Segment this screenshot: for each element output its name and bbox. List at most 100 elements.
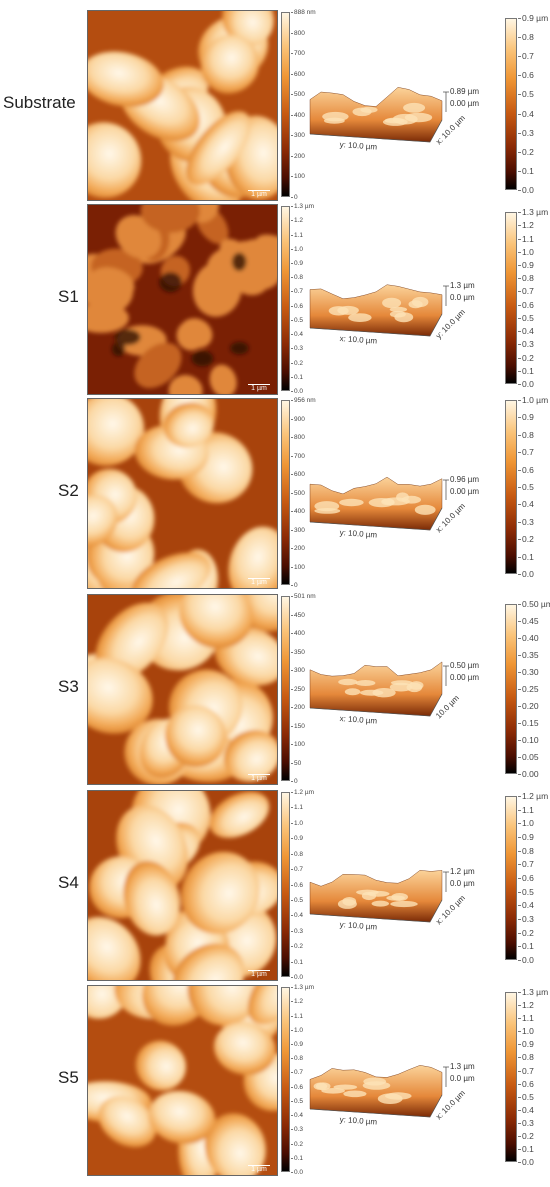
grain — [164, 705, 227, 768]
colorbar-tick-label: 0.1 — [518, 1143, 534, 1154]
colorbar-tick-label: 1.3 µm — [517, 987, 549, 997]
colorbar-tick-label: 0.30 — [518, 667, 539, 677]
surface-bump — [403, 102, 426, 113]
grain — [172, 943, 245, 980]
pit — [159, 272, 182, 293]
grain — [247, 986, 277, 1025]
colorbar-tick-label: 0.05 — [518, 752, 539, 762]
scale-bar: 1 µm — [248, 188, 270, 198]
sample-label: S3 — [58, 677, 79, 696]
surface-bump — [371, 900, 389, 907]
colorbar-tick-label: 100 — [291, 563, 305, 571]
grain — [98, 1096, 157, 1148]
surface-bump — [394, 312, 414, 323]
scale-bar-label: 1 µm — [251, 971, 267, 978]
colorbar-tick-label: 1.0 — [518, 246, 534, 257]
surface-bump — [343, 1090, 367, 1098]
colorbar-tick-label: 501 nm — [291, 593, 316, 600]
colorbar-tick-label: 0.2 — [518, 352, 534, 363]
colorbar-tick-label: 888 nm — [291, 9, 316, 16]
colorbar-tick-label: 0.5 — [518, 886, 534, 897]
colorbar-tick-label: 200 — [291, 152, 305, 160]
afm-3d-view: 1.3 µm 0.0 µm x: 10.0 µm y: 10.0 µm — [300, 256, 480, 366]
grain — [131, 552, 211, 588]
z-min-label: 0.0 µm — [450, 1074, 475, 1083]
colorbar-tick-label: 0.9 — [518, 259, 534, 270]
sample-label: S5 — [58, 1068, 79, 1087]
colorbar-tick-label: 0.2 — [290, 1140, 304, 1148]
surface-bump — [412, 296, 429, 308]
grain — [134, 342, 182, 389]
colorbar-tick-label: 0.9 — [290, 835, 304, 843]
grain — [209, 791, 270, 838]
colorbar-tick-label: 0.3 — [290, 1126, 304, 1134]
colorbar-tick-label: 1.0 — [518, 1026, 534, 1037]
colorbar-tick-label: 0.5 — [290, 316, 304, 324]
surface-bump — [384, 117, 405, 124]
pit — [191, 350, 214, 367]
colorbar-tick-label: 0.6 — [518, 299, 534, 310]
colorbar-tick-label: 0.7 — [290, 1069, 304, 1077]
grain — [89, 267, 135, 299]
colorbar-tick-label: 0.5 — [518, 89, 534, 100]
colorbar-tick-label: 700 — [291, 50, 305, 58]
colorbar-tick-label: 1.3 µm — [290, 984, 315, 991]
colorbar-tick-label: 0.1 — [518, 941, 534, 952]
colorbar-tick-label: 0.6 — [518, 873, 534, 883]
afm-3d-view: 1.3 µm 0.0 µm y: 10.0 µm x: 10.0 µm — [300, 1037, 480, 1147]
colorbar-tick-label: 0.2 — [518, 1130, 534, 1141]
grain — [200, 34, 260, 94]
colorbar-tick-label: 0.2 — [290, 359, 304, 367]
colorbar-tick-label: 500 — [291, 489, 305, 497]
colorbar-tick-label: 300 — [291, 132, 305, 140]
z-min-label: 0.00 µm — [450, 99, 480, 108]
colorbar-tick-label: 0.4 — [518, 326, 534, 337]
surface-bump — [360, 689, 384, 696]
colorbar-tick-label: 1.0 — [518, 818, 534, 829]
scale-bar: 1 µm — [248, 576, 270, 586]
colorbar-tick-label: 1.1 — [518, 233, 534, 244]
colorbar-tick-label: 0.0 — [290, 1169, 304, 1176]
axis-frame — [309, 1094, 443, 1118]
colorbar-tick-label: 0.0 — [518, 569, 534, 579]
afm-3d-view: 0.89 µm 0.00 µm y: 10.0 µm x: 10.0 µm — [300, 62, 480, 172]
surface — [309, 661, 443, 717]
colorbar-tick-label: 0.6 — [518, 1078, 534, 1089]
colorbar-tick-label: 1.2 — [518, 1000, 534, 1011]
surface-bump — [337, 899, 357, 909]
afm-3d-view: 0.96 µm 0.00 µm y: 10.0 µm x: 10.0 µm — [300, 450, 480, 560]
afm-height-map: 1 µm — [87, 985, 278, 1176]
colorbar-tick-label: 1.1 — [290, 1012, 304, 1020]
colorbar-tick-label: 0.8 — [290, 274, 304, 282]
surface-bump — [381, 497, 410, 506]
afm-3d-view: 1.2 µm 0.0 µm y: 10.0 µm x: 10.0 µm — [300, 842, 480, 952]
colorbar-tick-label: 0.1 — [518, 165, 534, 176]
scale-bar-label: 1 µm — [251, 191, 267, 198]
colorbar-tick-label: 1.1 — [518, 804, 534, 815]
sample-label: Substrate — [3, 93, 76, 112]
colorbar-tick-label: 0.3 — [290, 927, 304, 935]
grain — [88, 51, 164, 107]
colorbar-tick-label: 1.2 — [518, 220, 534, 231]
colorbar-tick-label: 0.50 µm — [518, 600, 550, 609]
colorbar-tick-label: 400 — [291, 111, 305, 119]
colorbar-tick-label: 0.2 — [518, 927, 534, 938]
grain — [176, 320, 206, 351]
scale-bar: 1 µm — [248, 772, 270, 782]
colorbar-tick-label: 0.7 — [518, 447, 534, 458]
grain — [222, 11, 274, 46]
grain — [88, 494, 118, 548]
colorbar-tick-label: 0.0 — [290, 388, 304, 395]
colorbar-tick-label: 0.6 — [518, 464, 534, 475]
afm-height-map: 1 µm — [87, 398, 278, 589]
colorbar-tick-label: 1.1 — [290, 231, 304, 239]
grain — [255, 234, 277, 264]
colorbar-tick-label: 600 — [291, 70, 305, 78]
colorbar-tick-label: 0.5 — [518, 312, 534, 323]
axis-frame — [309, 693, 443, 717]
colorbar-tick-label: 0.1 — [290, 373, 304, 381]
grain — [180, 851, 260, 935]
colorbar-tick-label: 800 — [291, 434, 305, 441]
colorbar-tick-label: 250 — [291, 685, 305, 693]
grain — [88, 986, 130, 1019]
